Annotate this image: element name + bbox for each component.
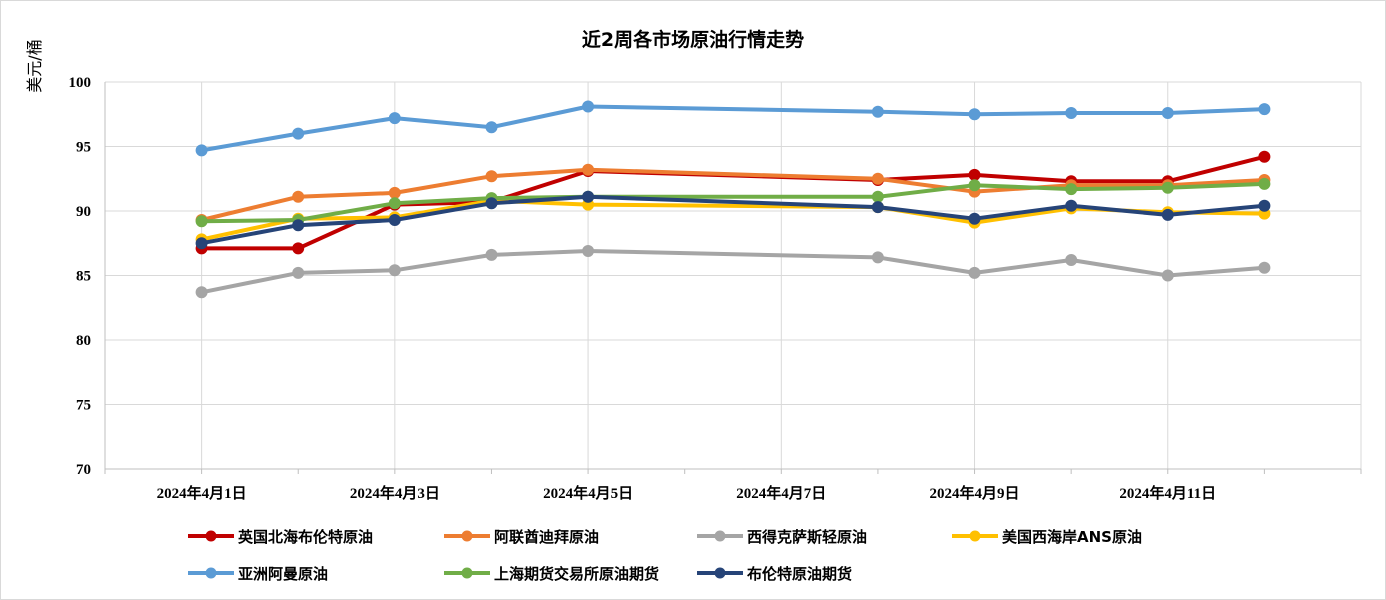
data-point (388, 186, 401, 199)
data-point (292, 266, 305, 279)
data-point (582, 100, 595, 113)
data-point (292, 190, 305, 203)
data-point (871, 190, 884, 203)
x-tick-labels: 2024年4月1日 2024年4月3日 2024年4月5日 2024年4月7日 2024… (157, 484, 1217, 502)
data-point (1161, 107, 1174, 119)
data-point (485, 170, 498, 183)
legend-item: 布伦特原油期货 (697, 565, 852, 583)
data-point (968, 108, 981, 121)
data-point (582, 163, 595, 176)
data-point (292, 219, 305, 232)
data-point (1161, 208, 1174, 221)
y-tick-label: 70 (76, 462, 91, 478)
series-line (199, 194, 1267, 246)
legend-item: 西得克萨斯轻原油 (697, 528, 867, 546)
legend-item: 上海期货交易所原油期货 (444, 565, 659, 583)
series-line (199, 181, 1267, 224)
series-line (199, 167, 1267, 222)
data-point (195, 237, 208, 250)
legend-swatch-marker (461, 530, 473, 542)
data-point (968, 212, 981, 225)
data-point (388, 197, 401, 210)
series-7 (195, 190, 1271, 250)
y-tick-label: 80 (76, 333, 91, 349)
x-tick-label: 2024年4月3日 (350, 484, 440, 502)
legend-label: 上海期货交易所原油期货 (494, 565, 659, 583)
legend-label: 美国西海岸ANS原油 (1002, 528, 1142, 546)
data-point (968, 266, 981, 279)
y-tick-label: 100 (69, 75, 92, 91)
data-point (195, 215, 208, 228)
legend-swatch-marker (205, 530, 217, 542)
legend-item: 亚洲阿曼原油 (188, 565, 328, 583)
series-line (199, 249, 1267, 295)
data-point (1161, 181, 1174, 194)
legend-item: 美国西海岸ANS原油 (952, 528, 1142, 546)
x-tick-label: 2024年4月5日 (543, 484, 633, 502)
legend-swatch-marker (969, 530, 981, 542)
data-point (1065, 183, 1078, 196)
series-3 (195, 245, 1271, 299)
data-point (1258, 261, 1271, 274)
data-point (968, 179, 981, 192)
data-point (388, 264, 401, 277)
legend-swatch-marker (714, 530, 726, 542)
data-point (871, 172, 884, 185)
data-point (871, 251, 884, 264)
data-point (485, 197, 498, 210)
legend-item: 阿联酋迪拜原油 (444, 528, 599, 546)
data-point (485, 121, 498, 134)
legend: 英国北海布伦特原油 阿联酋迪拜原油 西得克萨斯轻原油 美国西海岸ANS原油亚洲阿曼原油… (188, 528, 1142, 583)
data-point (1161, 269, 1174, 282)
x-tick-label: 2024年4月9日 (930, 484, 1020, 502)
y-tick-labels: 70 75 80 85 90 95 100 (69, 75, 92, 478)
data-point (195, 286, 208, 299)
legend-item: 英国北海布伦特原油 (188, 528, 373, 546)
y-tick-label: 75 (76, 398, 91, 414)
legend-swatch-marker (714, 567, 726, 579)
y-tick-label: 95 (76, 140, 91, 156)
legend-label: 布伦特原油期货 (747, 565, 852, 583)
data-point (1258, 199, 1271, 212)
data-point (582, 245, 595, 257)
series-5 (195, 100, 1271, 157)
x-tick-label: 2024年4月11日 (1119, 484, 1216, 502)
data-point (968, 168, 981, 181)
data-point (388, 112, 401, 125)
y-axis-label: 美元/桶 (25, 39, 44, 92)
legend-swatch-marker (461, 567, 473, 579)
data-point (195, 144, 208, 157)
data-point (871, 201, 884, 214)
data-point (388, 214, 401, 226)
data-point (1258, 177, 1271, 190)
legend-label: 亚洲阿曼原油 (238, 565, 328, 583)
legend-label: 阿联酋迪拜原油 (494, 528, 599, 546)
data-point (1258, 150, 1271, 163)
data-point (292, 242, 305, 255)
series-group (195, 100, 1271, 299)
data-point (1065, 199, 1078, 212)
data-point (292, 127, 305, 140)
legend-label: 西得克萨斯轻原油 (747, 528, 867, 546)
legend-swatch-marker (205, 567, 217, 579)
grid-lines (105, 81, 1362, 469)
chart-title: 近2周各市场原油行情走势 (582, 28, 804, 51)
data-point (485, 248, 498, 261)
data-point (1065, 254, 1078, 266)
y-tick-label: 85 (76, 269, 91, 285)
data-point (582, 190, 595, 203)
data-point (871, 105, 884, 118)
data-point (1065, 107, 1078, 119)
series-line (199, 104, 1267, 153)
y-tick-label: 90 (76, 204, 91, 220)
legend-label: 英国北海布伦特原油 (238, 528, 373, 546)
axes (104, 82, 1362, 474)
x-tick-label: 2024年4月1日 (157, 484, 247, 502)
x-tick-label: 2024年4月7日 (736, 484, 826, 502)
data-point (1258, 103, 1271, 116)
